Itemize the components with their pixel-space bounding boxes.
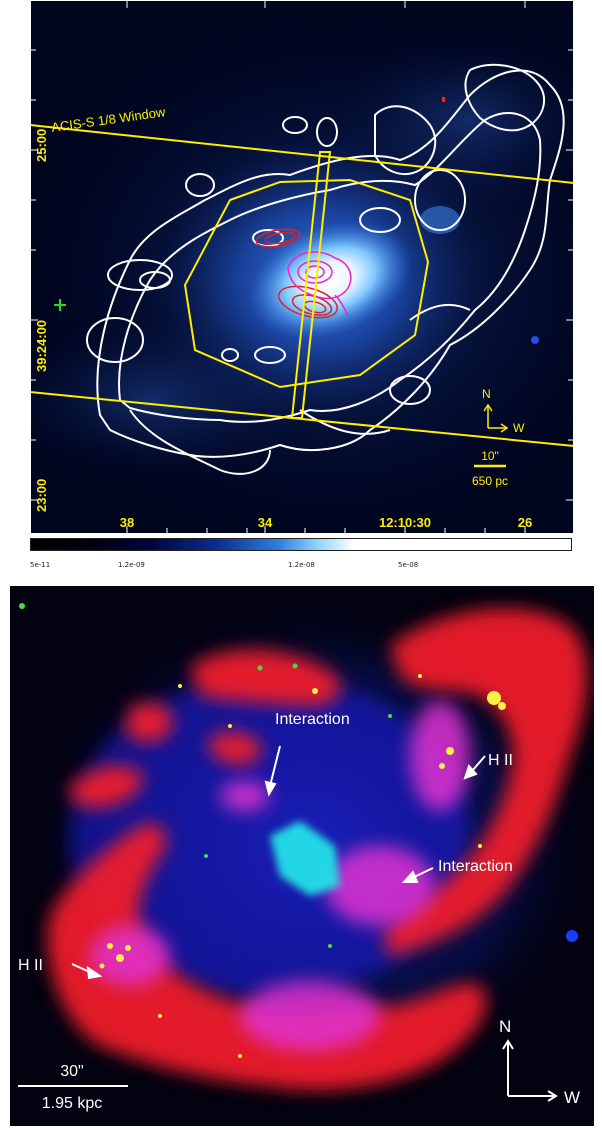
compass-arrows-icon [502, 1039, 558, 1102]
scale-bar-physical: 650 pc [472, 474, 508, 488]
colorbar-tick-label: 5e-11 [30, 561, 51, 569]
composite-image-panel: Interaction H II Interaction H II 30" 1.… [10, 586, 594, 1126]
frame-ticks [30, 0, 574, 534]
ra-tick-label: 12:10:30 [379, 515, 431, 530]
ra-tick-label: 34 [258, 515, 273, 530]
green-cross-marker [54, 299, 66, 311]
dec-tick-label: 25:00 [34, 129, 49, 162]
compass-arrows-icon [483, 403, 509, 433]
white-contours [86, 63, 565, 475]
annotation-interaction: Interaction [438, 858, 513, 875]
green-sources [19, 603, 392, 948]
annotation-hii: H II [488, 752, 513, 769]
xray-image: ACIS-S 1/8 Window 25:00 39:24:00 23:00 3… [30, 0, 574, 534]
composite-image: Interaction H II Interaction H II 30" 1.… [10, 586, 594, 1126]
colorbar-tick-label: 5e-08 [398, 561, 419, 569]
xray-image-panel: ACIS-S 1/8 Window 25:00 39:24:00 23:00 3… [30, 0, 574, 534]
cyan-nucleus [270, 821, 340, 896]
colorbar-tick-label: 1.2e-08 [288, 561, 315, 569]
compass-north-label: N [482, 387, 491, 401]
dec-tick-label: 39:24:00 [34, 320, 49, 372]
magenta-zones [90, 701, 470, 1051]
scale-bar-angular: 10" [481, 449, 499, 463]
ra-tick-label: 26 [518, 515, 532, 530]
scale-bar-angular: 30" [60, 1063, 83, 1080]
star-clusters [99, 674, 506, 1058]
compass-west-label: W [564, 1088, 580, 1107]
dec-tick-label: 23:00 [34, 479, 49, 512]
compass-north-label: N [499, 1017, 511, 1036]
annotation-hii: H II [18, 957, 43, 974]
acis-window-overlay [30, 124, 574, 447]
colorbar [30, 538, 572, 551]
compass-west-label: W [513, 421, 525, 435]
annotation-arrows [71, 745, 486, 980]
ra-tick-label: 38 [120, 515, 134, 530]
colorbar-tick-label: 1.2e-09 [118, 561, 145, 569]
annotation-interaction: Interaction [275, 711, 350, 728]
blue-point-source [566, 930, 578, 942]
scale-bar-physical: 1.95 kpc [42, 1095, 102, 1112]
